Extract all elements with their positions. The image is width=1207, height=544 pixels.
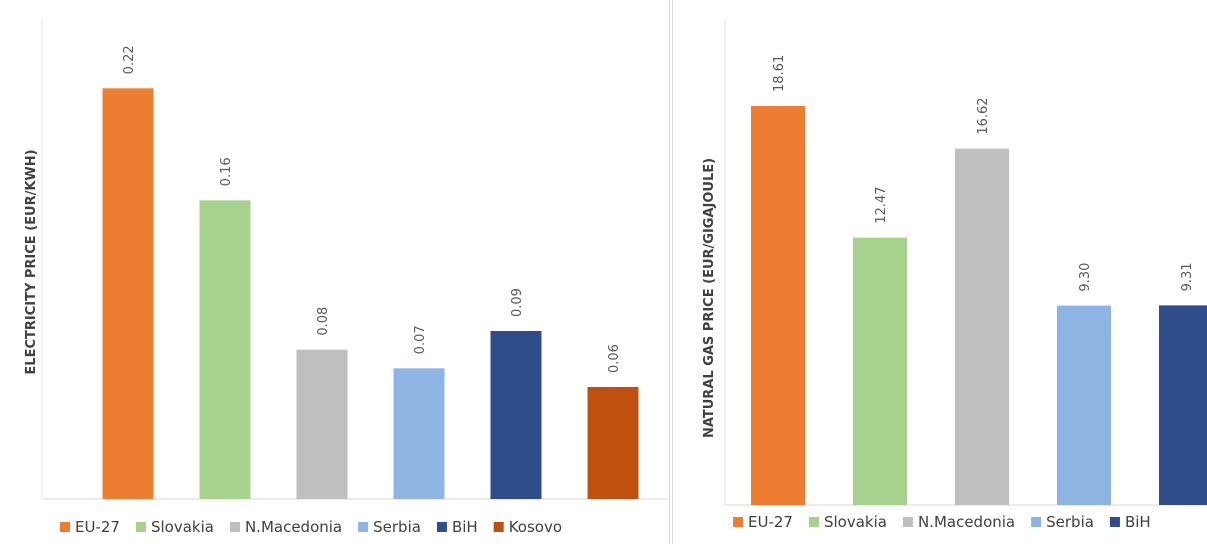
legend-label-slovakia: Slovakia bbox=[824, 513, 887, 531]
bar-slovakia bbox=[199, 200, 251, 500]
data-label-eu-27: 18.61 bbox=[772, 55, 787, 92]
data-label-bih: 0.09 bbox=[510, 288, 525, 317]
legend-label-n-macedonia: N.Macedonia bbox=[245, 518, 342, 536]
legend-label-kosovo: Kosovo bbox=[509, 518, 562, 536]
legend-label-slovakia: Slovakia bbox=[151, 518, 214, 536]
legend-label-serbia: Serbia bbox=[373, 518, 421, 536]
data-label-n-macedonia: 16.62 bbox=[976, 97, 991, 134]
bar-bih bbox=[1159, 305, 1207, 505]
bar-kosovo bbox=[587, 387, 639, 499]
legend-label-eu-27: EU-27 bbox=[75, 518, 120, 536]
bar-serbia bbox=[1057, 305, 1111, 505]
gas-chart-svg: NATURAL GAS PRICE (EUR/GIGAJOULE) 18.61 1… bbox=[702, 20, 1207, 531]
data-label-n-macedonia: 0.08 bbox=[316, 307, 331, 336]
legend-swatch-n-macedonia bbox=[229, 522, 240, 532]
legend-label-bih: BiH bbox=[1125, 513, 1151, 531]
legend-swatch-bih bbox=[436, 522, 447, 532]
legend-label-n-macedonia: N.Macedonia bbox=[918, 513, 1015, 531]
electricity-chart-svg: ELECTRICITY PRICE (EUR/KWH) 0.22 0.16 0.08… bbox=[24, 20, 668, 536]
natural-gas-price-chart: NATURAL GAS PRICE (EUR/GIGAJOULE) 18.61 1… bbox=[672, 0, 1207, 544]
legend-swatch-eu-27 bbox=[60, 522, 70, 532]
data-label-bih: 9.31 bbox=[1180, 262, 1195, 291]
bar-bih bbox=[490, 331, 542, 499]
y-axis-label: ELECTRICITY PRICE (EUR/KWH) bbox=[24, 149, 39, 374]
bar-eu-27 bbox=[751, 106, 805, 505]
data-label-kosovo: 0.06 bbox=[607, 344, 622, 373]
legend-swatch-serbia bbox=[358, 522, 369, 532]
y-axis-label: NATURAL GAS PRICE (EUR/GIGAJOULE) bbox=[702, 158, 717, 438]
data-label-serbia: 9.30 bbox=[1078, 263, 1093, 292]
legend-label-bih: BiH bbox=[452, 518, 478, 536]
bar-serbia bbox=[393, 368, 445, 499]
data-label-slovakia: 12.47 bbox=[874, 186, 889, 223]
legend-swatch-kosovo bbox=[493, 522, 504, 532]
bar-eu-27 bbox=[102, 88, 154, 499]
legend-swatch-serbia bbox=[1031, 517, 1042, 527]
legend-swatch-n-macedonia bbox=[902, 517, 913, 527]
data-label-slovakia: 0.16 bbox=[219, 157, 234, 186]
legend-label-serbia: Serbia bbox=[1046, 513, 1094, 531]
legend-swatch-bih bbox=[1109, 517, 1120, 527]
bar-n-macedonia bbox=[955, 148, 1009, 505]
bar-slovakia bbox=[853, 237, 907, 505]
legend-label-eu-27: EU-27 bbox=[748, 513, 793, 531]
legend-swatch-eu-27 bbox=[733, 517, 743, 527]
legend-swatch-slovakia bbox=[808, 517, 819, 527]
electricity-price-chart: ELECTRICITY PRICE (EUR/KWH) 0.22 0.16 0.08… bbox=[24, 0, 670, 544]
data-label-serbia: 0.07 bbox=[413, 325, 428, 354]
legend-swatch-slovakia bbox=[135, 522, 146, 532]
bar-n-macedonia bbox=[296, 349, 348, 499]
data-label-eu-27: 0.22 bbox=[122, 45, 137, 74]
